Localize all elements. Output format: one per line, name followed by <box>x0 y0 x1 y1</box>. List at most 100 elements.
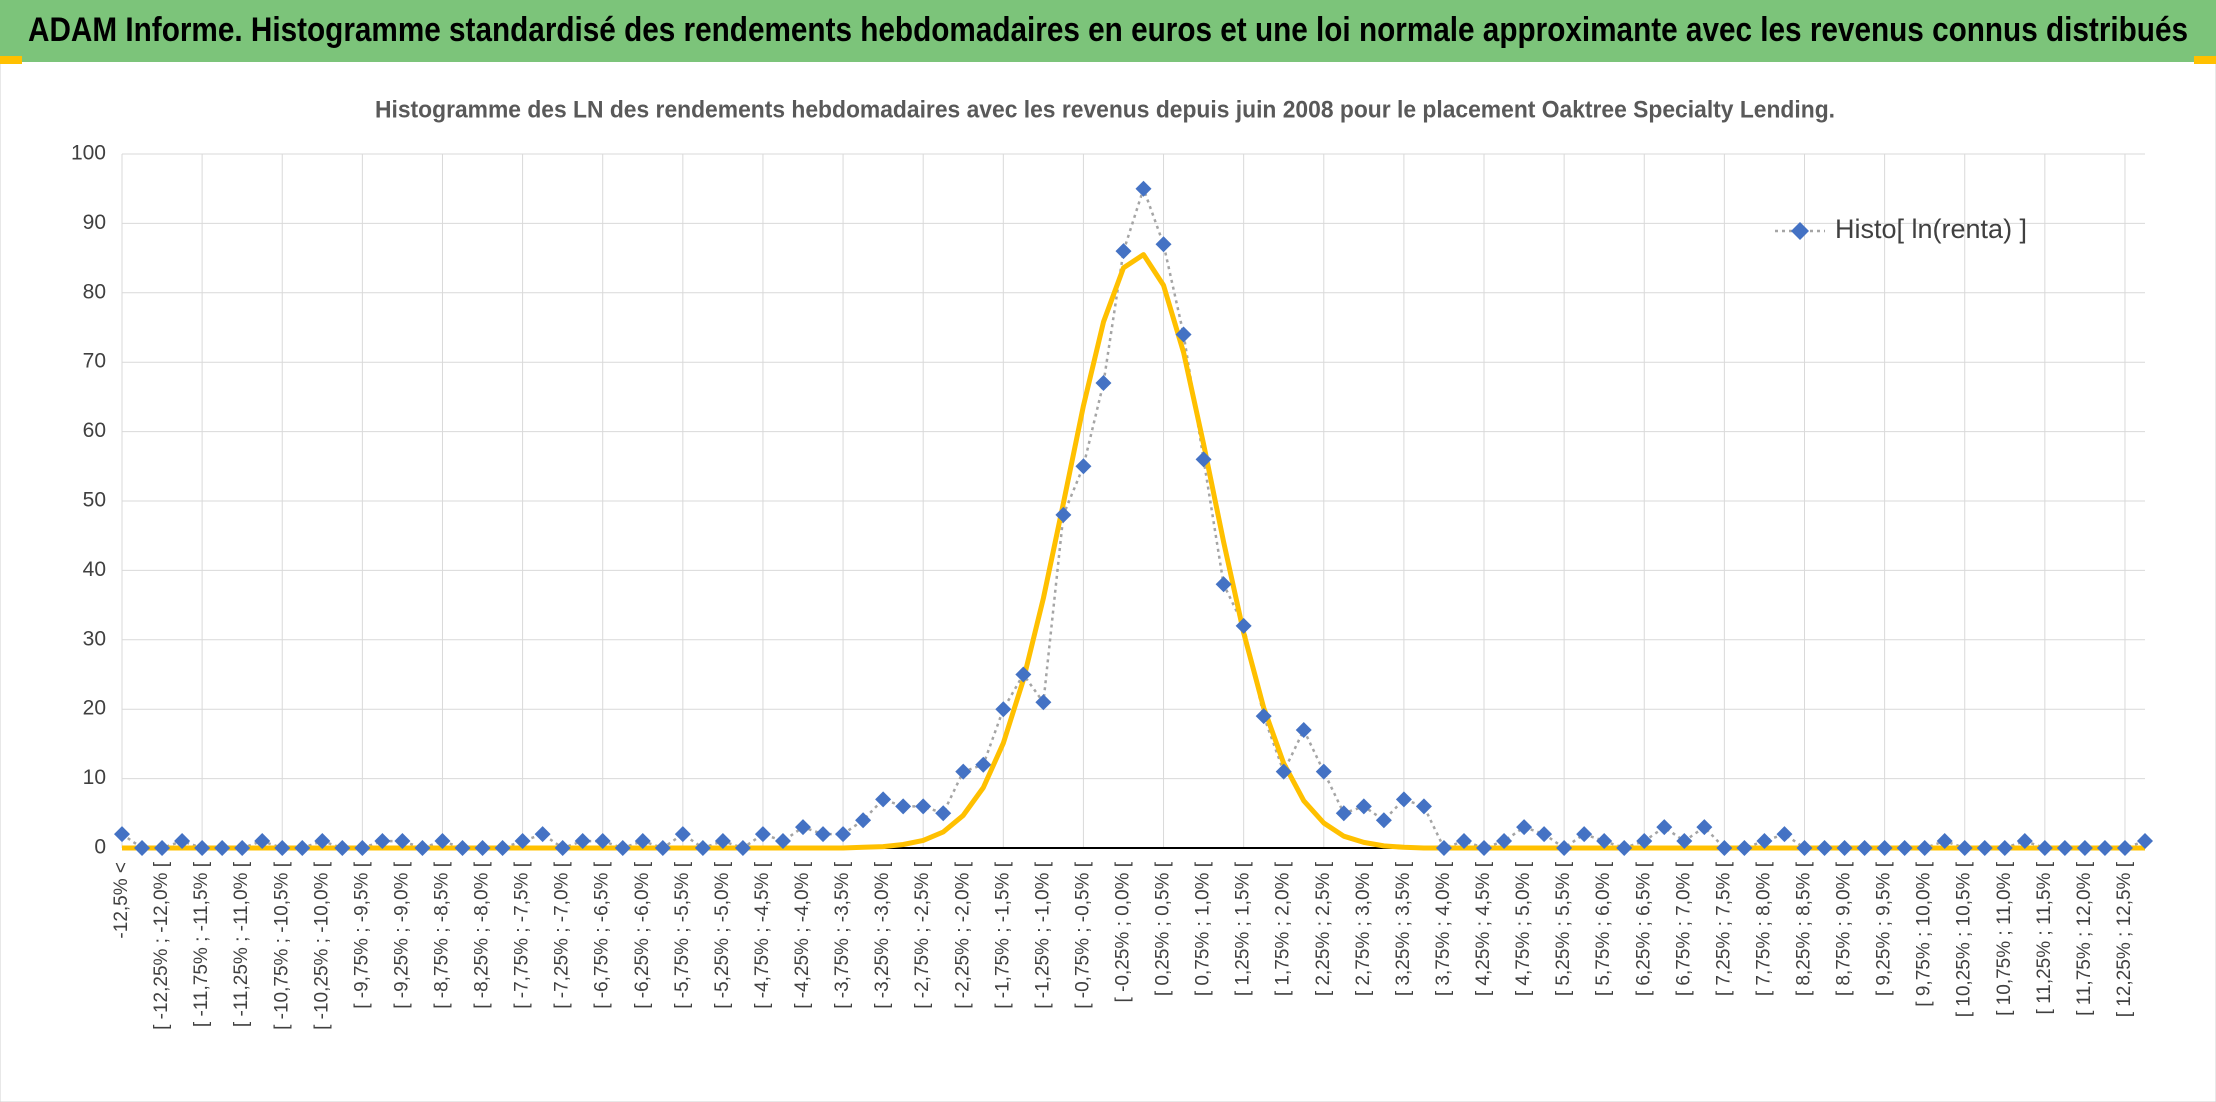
marker <box>654 840 671 856</box>
marker <box>2137 833 2153 850</box>
x-tick-label: [ 1,25% ; 1,5% [ <box>1233 861 1254 996</box>
x-tick-label: [ -4,25% ; -4,0% [ <box>792 861 813 1009</box>
marker <box>114 826 130 843</box>
marker <box>2056 840 2073 856</box>
x-tick-label: [ 8,25% ; 8,5% [ <box>1794 861 1815 996</box>
marker <box>554 840 571 856</box>
x-tick-label: [ -1,25% ; -1,0% [ <box>1032 861 1053 1009</box>
corner <box>2194 56 2216 64</box>
x-tick-label: -12,5% < <box>111 862 132 939</box>
marker <box>1756 833 1773 850</box>
marker <box>1115 243 1132 260</box>
marker <box>1035 694 1052 711</box>
x-tick-label: [ 9,25% ; 9,5% [ <box>1874 861 1895 996</box>
marker <box>1315 763 1332 780</box>
x-tick-label: [ 7,25% ; 7,5% [ <box>1713 861 1734 996</box>
marker <box>1836 840 1853 856</box>
x-tick-label: [ -0,25% ; 0,0% [ <box>1113 861 1134 1002</box>
marker <box>1796 840 1813 856</box>
marker <box>815 826 832 843</box>
x-tick-label: [ -3,25% ; -3,0% [ <box>872 861 893 1009</box>
x-tick-label: [ 4,75% ; 5,0% [ <box>1513 861 1534 996</box>
marker <box>214 840 231 856</box>
marker <box>714 833 731 850</box>
header-bar <box>0 0 2216 62</box>
legend-marker <box>1791 222 1809 240</box>
marker <box>995 701 1012 718</box>
marker <box>1215 576 1232 593</box>
marker <box>1075 458 1092 475</box>
marker <box>1976 840 1993 856</box>
x-tick-label: [ 5,25% ; 5,5% [ <box>1553 861 1574 996</box>
marker <box>855 812 872 829</box>
marker <box>1175 326 1192 343</box>
x-tick-label: [ -6,75% ; -6,5% [ <box>592 861 613 1009</box>
marker <box>1295 722 1312 739</box>
marker <box>434 833 451 850</box>
marker <box>875 791 892 808</box>
marker <box>374 833 391 850</box>
marker <box>2016 833 2033 850</box>
marker <box>1275 763 1292 780</box>
marker <box>955 763 972 780</box>
marker <box>1556 840 1573 856</box>
y-tick-label: 70 <box>83 350 106 373</box>
marker <box>774 833 791 850</box>
corner <box>0 56 22 64</box>
marker <box>574 833 591 850</box>
marker <box>1676 833 1693 850</box>
marker <box>1736 840 1753 856</box>
x-tick-label: [ 3,75% ; 4,0% [ <box>1433 861 1454 996</box>
marker <box>474 840 491 856</box>
x-tick-label: [ -7,75% ; -7,5% [ <box>512 861 533 1009</box>
marker <box>494 840 511 856</box>
marker <box>1776 826 1793 843</box>
marker <box>1335 805 1352 822</box>
x-tick-label: [ -2,75% ; -2,5% [ <box>912 861 933 1009</box>
y-tick-label: 30 <box>83 627 106 650</box>
y-tick-label: 0 <box>94 836 106 859</box>
marker <box>1996 840 2013 856</box>
y-tick-label: 20 <box>83 697 106 720</box>
marker <box>835 826 852 843</box>
x-tick-label: [ 10,25% ; 10,5% [ <box>1954 861 1975 1017</box>
marker <box>1636 833 1653 850</box>
marker <box>1696 819 1713 836</box>
marker <box>294 840 311 856</box>
x-tick-label: [ -1,75% ; -1,5% [ <box>992 861 1013 1009</box>
marker <box>1816 840 1833 856</box>
marker <box>534 826 551 843</box>
marker <box>895 798 912 815</box>
x-tick-label: [ 10,75% ; 11,0% [ <box>1994 861 2015 1016</box>
x-tick-label: [ 12,25% ; 12,5% [ <box>2114 861 2135 1017</box>
x-tick-label: [ 11,75% ; 12,0% [ <box>2074 861 2095 1016</box>
marker <box>1476 840 1493 856</box>
x-tick-label: [ -4,75% ; -4,5% [ <box>752 861 773 1009</box>
marker <box>1395 791 1412 808</box>
marker <box>1616 840 1633 856</box>
marker <box>314 833 331 850</box>
marker <box>795 819 812 836</box>
x-tick-label: [ -0,75% ; -0,5% [ <box>1072 861 1093 1009</box>
x-tick-label: [ 6,25% ; 6,5% [ <box>1633 861 1654 996</box>
x-tick-label: [ 5,75% ; 6,0% [ <box>1593 861 1614 996</box>
marker <box>634 833 651 850</box>
legend-label: Histo[ ln(renta) ] <box>1835 214 2027 244</box>
marker <box>2076 840 2093 856</box>
marker <box>935 805 952 822</box>
y-tick-label: 10 <box>83 766 106 789</box>
marker <box>2096 840 2113 856</box>
marker <box>1195 451 1212 468</box>
marker <box>254 833 271 850</box>
marker <box>1155 236 1172 253</box>
x-tick-label: [ 9,75% ; 10,0% [ <box>1914 861 1935 1006</box>
x-tick-label: [ -11,75% ; -11,5% [ <box>191 861 212 1027</box>
marker <box>1355 798 1372 815</box>
marker <box>1455 833 1472 850</box>
marker <box>1876 840 1893 856</box>
x-tick-label: [ -9,25% ; -9,0% [ <box>391 861 412 1009</box>
x-tick-label: [ 3,25% ; 3,5% [ <box>1393 861 1414 996</box>
x-tick-label: [ 0,75% ; 1,0% [ <box>1193 861 1214 996</box>
